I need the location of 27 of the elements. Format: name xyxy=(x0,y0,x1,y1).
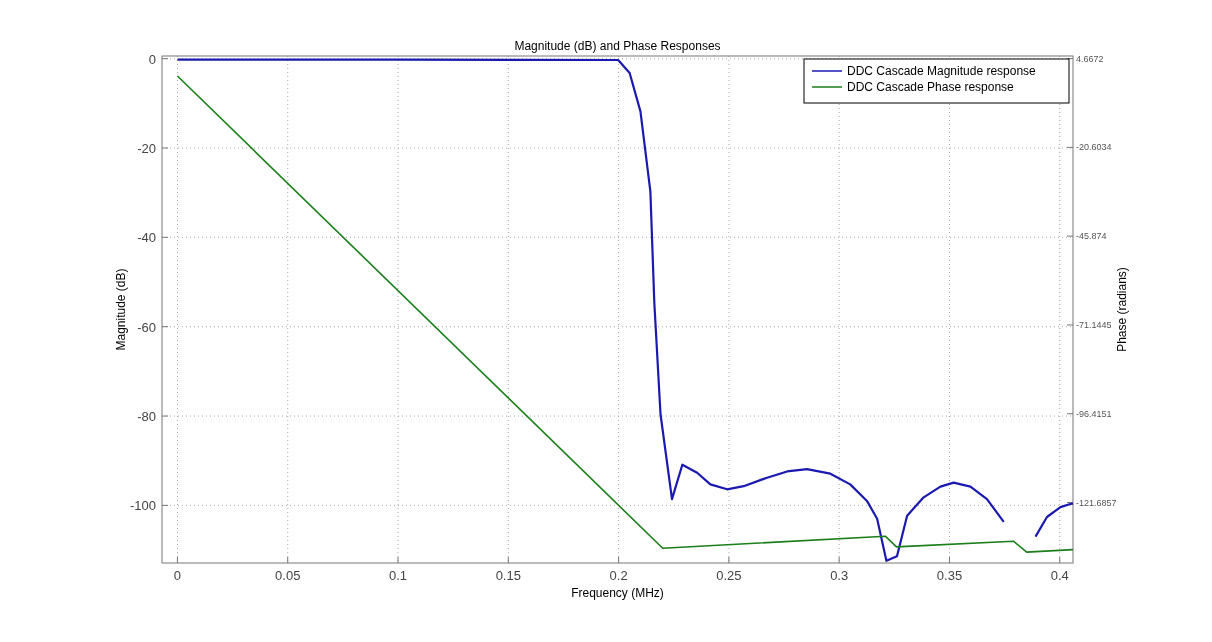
y2-axis-title: Phase (radians) xyxy=(1115,267,1129,352)
x-tick-label: 0 xyxy=(173,568,182,583)
y2-tick-label: -96.4151 xyxy=(1076,408,1112,419)
legend-label: DDC Cascade Magnitude response xyxy=(847,64,1037,78)
y-tick-label: -20 xyxy=(137,141,156,157)
x-tick-label: 0.1 xyxy=(388,568,408,583)
y2-tick-label: -45.874 xyxy=(1076,231,1107,242)
y-tick-label: -40 xyxy=(137,230,156,246)
x-axis-title: Frequency (MHz) xyxy=(571,586,664,600)
x-tick-label: 0.15 xyxy=(495,568,521,583)
y2-tick-label: -71.1445 xyxy=(1076,319,1112,330)
legend-label: DDC Cascade Phase response xyxy=(847,80,1015,94)
x-tick-label: 0.25 xyxy=(716,568,742,583)
x-tick-label: 0.2 xyxy=(609,568,628,583)
chart-title: Magnitude (dB) and Phase Responses xyxy=(514,39,721,53)
x-tick-label: 0.05 xyxy=(275,568,301,583)
y-tick-label: -60 xyxy=(137,319,156,335)
y-tick-label: -80 xyxy=(137,409,156,425)
y-tick-label: -100 xyxy=(129,498,156,514)
x-tick-label: 0.35 xyxy=(936,568,963,583)
x-tick-label: 0.3 xyxy=(830,568,849,583)
y2-tick-label: -121.6857 xyxy=(1076,497,1117,508)
y-tick-label: 0 xyxy=(148,51,156,67)
y-axis-title: Magnitude (dB) xyxy=(114,268,128,351)
y2-tick-label: 4.6672 xyxy=(1076,53,1104,64)
x-tick-label: 0.4 xyxy=(1050,568,1069,583)
y2-tick-label: -20.6034 xyxy=(1076,142,1112,153)
